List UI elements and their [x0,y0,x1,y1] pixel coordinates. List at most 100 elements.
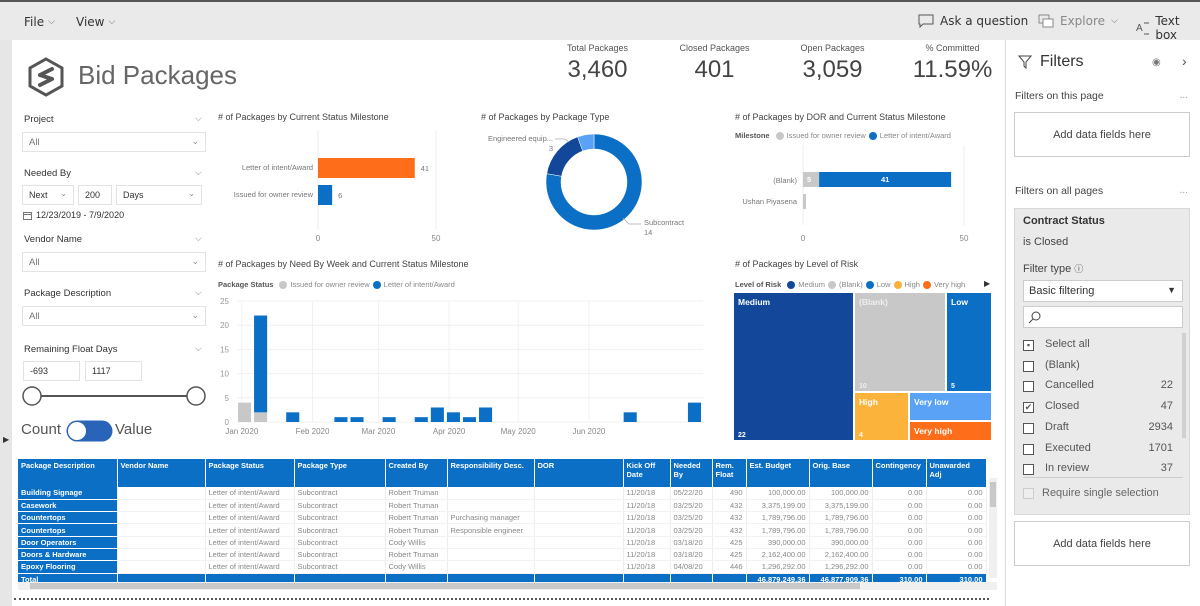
float-days-range-slider[interactable] [22,385,208,407]
slider-min-handle[interactable] [22,386,42,406]
table-row[interactable]: Countertops Letter of intent/Award Subcont… [18,511,987,525]
legend-item[interactable]: (Blank) [838,280,863,289]
donut-slice[interactable] [577,133,595,152]
table-row[interactable]: Door Operators Letter of intent/Award Subc… [18,536,987,549]
chevron-down-icon[interactable]: ⌵ [195,234,202,244]
require-single-selection-checkbox[interactable]: Require single selection [1023,487,1159,499]
vendor-dropdown[interactable]: All ⌄ [22,252,206,272]
float-days-min-input[interactable]: -693 [23,361,80,381]
checkbox[interactable] [1023,464,1034,476]
column-segment[interactable] [350,417,364,422]
add-fields-all-pages-dropzone[interactable]: Add data fields here [1014,521,1190,566]
donut-slice[interactable] [545,133,643,231]
bar[interactable] [318,185,333,205]
slider-max-handle[interactable] [186,386,206,406]
column-segment[interactable] [446,412,460,422]
column-header[interactable]: Vendor Name [117,459,206,487]
treemap-tile[interactable] [910,422,991,440]
column-header[interactable]: Rem. Float [712,459,747,487]
column-header[interactable]: Needed By [670,459,713,487]
needed-by-amount-input[interactable]: 200 [78,185,112,205]
treemap-tile[interactable] [910,393,991,420]
filter-list-scrollbar[interactable] [1182,333,1186,438]
filter-search-input[interactable] [1023,306,1183,328]
needed-by-mode-dropdown[interactable]: Next ⌄ [22,185,74,205]
more-options-icon[interactable]: ... [1179,90,1188,101]
treemap-tile[interactable] [947,293,991,391]
table-row[interactable]: Doors & Hardware Letter of intent/Award Su… [18,548,987,562]
filter-type-dropdown[interactable]: Basic filtering ▼ [1023,280,1183,302]
bar-segment[interactable] [819,172,952,187]
collapse-pane-icon[interactable]: › [1182,53,1187,69]
column-segment[interactable] [286,412,300,422]
column-header[interactable]: Orig. Base [809,459,873,487]
filter-field-name[interactable]: Contract Status [1023,215,1105,227]
filter-option[interactable]: Cancelled 22 [1023,379,1173,395]
legend-item[interactable]: Issued for owner review [290,280,370,289]
scroll-thumb[interactable] [990,482,996,507]
chevron-down-icon[interactable]: ⌵ [195,288,202,298]
column-segment[interactable] [462,417,477,422]
add-fields-page-dropzone[interactable]: Add data fields here [1014,112,1190,157]
column-header[interactable]: Contingency [872,459,927,487]
filter-option[interactable]: ✔ Closed 47 [1023,400,1173,416]
checkbox[interactable] [1023,360,1034,372]
column-header[interactable]: Est. Budget [746,459,810,487]
column-header[interactable]: Unawarded Adj [926,459,987,487]
eye-icon[interactable]: ◉ [1152,57,1161,68]
ask-question-button[interactable]: Ask a question [918,14,1028,28]
more-options-icon[interactable]: ... [1179,185,1188,196]
column-header[interactable]: Kick Off Date [623,459,671,487]
table-row[interactable]: Building Signage Letter of intent/Award Su… [18,487,987,500]
column-segment[interactable] [334,417,348,422]
view-menu[interactable]: View ⌵ [76,15,116,29]
chevron-down-icon[interactable]: ⌵ [195,168,202,178]
column-segment[interactable] [254,412,268,422]
count-value-toggle[interactable] [66,420,113,442]
checkbox[interactable]: ✔ [1023,402,1034,414]
filter-option[interactable]: In review 37 [1023,462,1173,478]
chevron-down-icon[interactable]: ⌵ [195,344,202,354]
column-segment[interactable] [623,412,637,422]
legend-item[interactable]: Low [876,280,891,289]
column-segment[interactable] [254,315,268,413]
chevron-down-icon[interactable]: ⌵ [195,114,202,124]
legend-item[interactable]: Letter of intent/Award [879,131,951,140]
filter-option[interactable]: Executed 1701 [1023,442,1173,458]
checkbox[interactable] [1023,422,1034,434]
column-segment[interactable] [414,417,428,422]
column-segment[interactable] [238,402,252,422]
legend-item[interactable]: Issued for owner review [786,131,866,140]
legend-item[interactable]: Letter of intent/Award [383,280,455,289]
table-row[interactable]: Countertops Letter of intent/Award Subcont… [18,523,987,537]
column-segment[interactable] [382,417,396,422]
column-segment[interactable] [430,407,444,422]
treemap-tile[interactable] [855,393,908,440]
column-segment[interactable] [479,407,493,422]
column-header[interactable]: Created By [385,459,448,487]
legend-item[interactable]: Medium [798,280,825,289]
scroll-thumb[interactable] [30,583,860,589]
column-header[interactable]: Responsibility Desc. [447,459,535,487]
treemap-tile[interactable] [855,293,945,391]
table-horizontal-scrollbar[interactable] [18,582,997,590]
checkbox[interactable]: ▪ [1023,340,1034,351]
legend-next-arrow-icon[interactable]: ▶ [984,279,991,288]
expand-arrow-icon[interactable]: ▶ [3,435,10,444]
checkbox[interactable] [1023,381,1034,393]
bar-segment[interactable] [803,172,820,187]
float-days-max-input[interactable]: 1117 [85,361,142,381]
file-menu[interactable]: File ⌵ [24,15,55,29]
bar-segment[interactable] [803,194,806,209]
table-vertical-scrollbar[interactable] [989,478,997,578]
filter-option[interactable]: ▪ Select all [1023,338,1173,354]
column-header[interactable]: Package Type [294,459,386,487]
table-row[interactable]: Casework Letter of intent/Award Subcontrac… [18,499,987,513]
text-box-button[interactable]: A Text box [1136,14,1180,42]
column-segment[interactable] [687,402,701,422]
filter-option[interactable]: (Blank) [1023,359,1173,375]
table-row[interactable]: Epoxy Flooring Letter of intent/Award Subc… [18,560,987,574]
column-header[interactable]: Package Description [18,459,118,487]
filter-option[interactable]: Draft 2934 [1023,421,1173,437]
package-description-dropdown[interactable]: All ⌄ [22,306,206,326]
